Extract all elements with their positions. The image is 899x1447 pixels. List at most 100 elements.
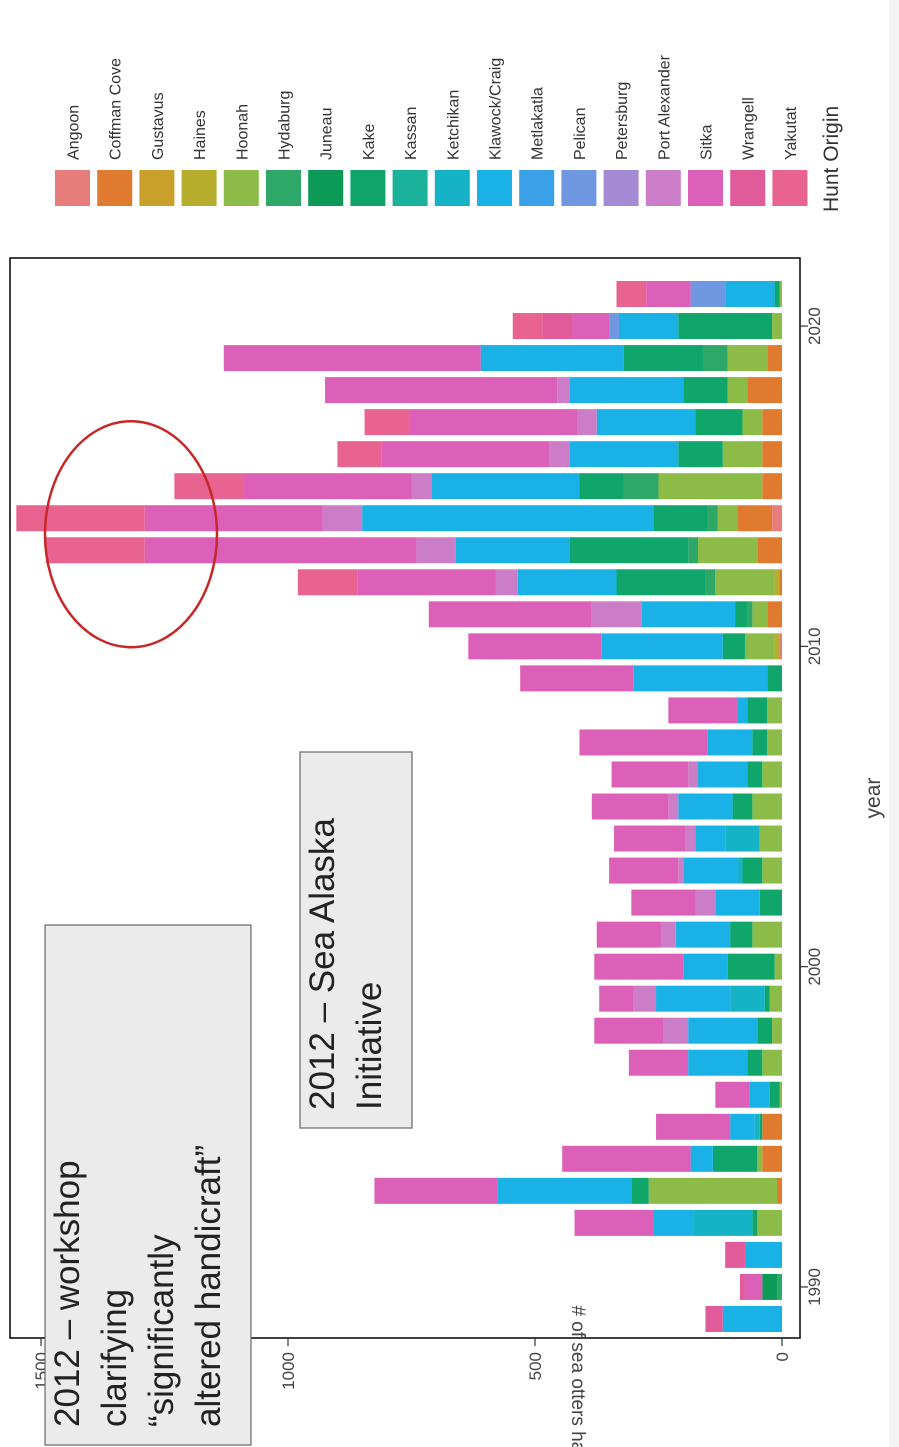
bar-segment-hydaburg — [747, 601, 753, 628]
bar-segment-hydaburg — [777, 1273, 782, 1300]
bar-segment-sitka — [594, 953, 684, 980]
legend-swatch-metlakatla — [519, 170, 555, 206]
legend-swatch-ketchikan — [434, 170, 470, 206]
bar-segment-klawock-craig — [656, 985, 731, 1012]
bar-segment-wrangell — [725, 1241, 745, 1268]
legend-swatch-pelican — [561, 170, 597, 206]
legend-swatch-yakutat — [772, 170, 808, 206]
bar-segment-hoonah — [648, 1177, 778, 1204]
bar-segment-port-alexander — [695, 889, 716, 916]
bar-segment-coffman-cove — [737, 505, 773, 532]
bar-segment-klawock-craig — [653, 1209, 694, 1236]
bar-segment-yakutat — [16, 505, 145, 532]
bar-segment-coffman-cove — [762, 1145, 782, 1172]
bar-segment-hoonah — [727, 345, 768, 372]
bar-segment-klawock-craig — [688, 1049, 748, 1076]
bar-segment-kake — [678, 441, 723, 468]
bar-segment-sitka — [656, 1113, 731, 1140]
bar-segment-kake — [742, 857, 763, 884]
bar-segment-sitka — [609, 857, 679, 884]
bar-segment-kake — [752, 1209, 758, 1236]
bar-segment-klawock-craig — [497, 1177, 632, 1204]
highlight-ellipse — [43, 419, 219, 649]
bar-segment-klawock-craig — [678, 793, 733, 820]
bar-segment-angoon — [779, 633, 782, 660]
legend-label-angoon: Angoon — [66, 105, 83, 160]
bar-segment-haines — [774, 633, 780, 660]
bar-segment-sitka — [374, 1177, 498, 1204]
bar-segment-hoonah — [759, 825, 782, 852]
bar-segment-coffman-cove — [762, 1113, 782, 1140]
bar-segment-yakutat — [297, 569, 358, 596]
legend-swatch-coffman-cove — [97, 170, 133, 206]
legend-label-haines: Haines — [192, 110, 209, 160]
bar-segment-hoonah — [762, 761, 782, 788]
value-tick-label: 0 — [773, 1352, 792, 1361]
bar-segment-hoonah — [698, 537, 758, 564]
bar-segment-port-alexander — [557, 377, 570, 404]
bar-segment-coffman-cove — [777, 1177, 782, 1204]
bar-segment-hoonah — [727, 377, 748, 404]
bar-segment-port-alexander — [633, 985, 657, 1012]
bar-segment-hoonah — [715, 569, 775, 596]
bar-segment-hoonah — [717, 505, 738, 532]
bar-segment-kake — [764, 985, 770, 1012]
bar-segment-kake — [678, 313, 773, 340]
bar-segment-sitka — [599, 985, 634, 1012]
bar-segment-klawock-craig — [690, 1145, 713, 1172]
bar-segment-kake — [683, 377, 728, 404]
bar-segment-sitka — [381, 441, 550, 468]
bar-segment-kake — [616, 569, 706, 596]
bar-segment-sitka — [562, 1145, 691, 1172]
bar-segment-sitka — [579, 729, 708, 756]
year-tick-label: 1990 — [805, 1268, 824, 1306]
bar-segment-kake — [695, 409, 743, 436]
bar-segment-yakutat — [512, 313, 543, 340]
legend-swatch-juneau — [308, 170, 344, 206]
bar-segment-klawock-craig — [730, 1113, 755, 1140]
legend-label-hydaburg: Hydaburg — [277, 91, 294, 160]
bar-segment-klawock-craig — [707, 729, 753, 756]
bar-segment-ketchikan — [725, 825, 760, 852]
bar-segment-kake — [727, 953, 775, 980]
bar-segment-hoonah — [752, 601, 768, 628]
bar-segment-hoonah — [744, 633, 775, 660]
bar-segment-klawock-craig — [569, 377, 684, 404]
bar-segment-sitka — [628, 1049, 689, 1076]
bar-segment-hoonah — [772, 1017, 782, 1044]
legend-label-juneau: Juneau — [319, 108, 336, 161]
bar-segment-sitka — [594, 1017, 664, 1044]
legend-swatch-wrangell — [730, 170, 766, 206]
bar-segment-klawock-craig — [431, 473, 580, 500]
bar-segment-hoonah — [752, 793, 782, 820]
year-tick-label: 2010 — [805, 627, 824, 665]
bar-segment-kake — [747, 761, 763, 788]
bar-segment-sitka — [428, 601, 592, 628]
bar-segment-port-alexander — [576, 409, 597, 436]
bar-segment-hydaburg — [623, 473, 659, 500]
bar-segment-hoonah — [767, 729, 782, 756]
bar-segment-sitka — [223, 345, 481, 372]
bar-segment-sitka — [409, 409, 577, 436]
bar-segment-yakutat — [364, 409, 410, 436]
bar-segment-sitka — [631, 889, 696, 916]
bar-segment-coffman-cove — [757, 537, 782, 564]
annotation-initiative-line: Initiative — [350, 982, 389, 1110]
bar-segment-port-alexander — [688, 761, 699, 788]
bar-segment-hoonah — [722, 441, 763, 468]
bar-segment-hoonah — [658, 473, 763, 500]
bar-segment-hoonah — [742, 409, 763, 436]
bar-segment-haines — [774, 569, 780, 596]
bar-segment-wrangell — [705, 1305, 723, 1332]
bar-segment-wrangell — [542, 313, 573, 340]
bar-segment-port-alexander — [591, 601, 642, 628]
legend-label-ketchikan: Ketchikan — [445, 90, 462, 160]
bar-segment-kake — [631, 1177, 649, 1204]
bar-segment-kake — [747, 697, 768, 724]
bar-segment-sitka — [468, 633, 602, 660]
bar-segment-coffman-cove — [762, 409, 782, 436]
bar-segment-klawock-craig — [695, 825, 726, 852]
bar-segment-kake — [774, 281, 780, 308]
bar-segment-hoonah — [779, 1081, 782, 1108]
